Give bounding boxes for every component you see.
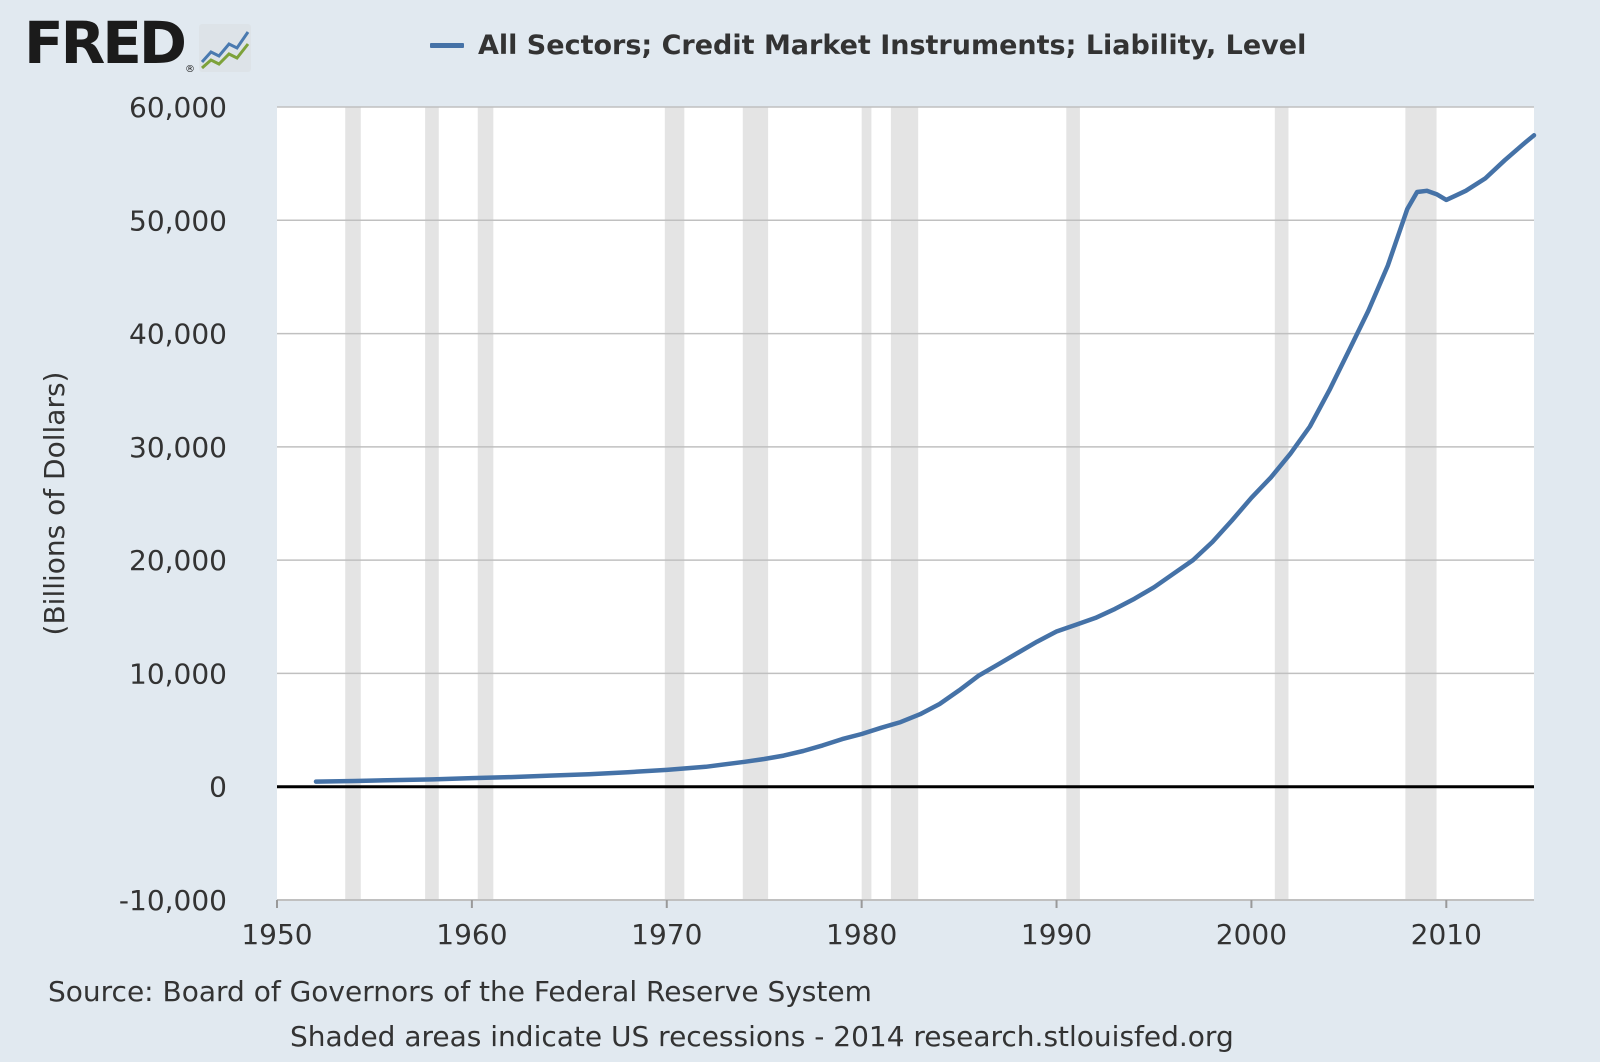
series-layer <box>313 133 1537 784</box>
y-tick-label: 0 <box>209 771 227 804</box>
y-tick-label: 50,000 <box>129 204 227 237</box>
legend-label: All Sectors; Credit Market Instruments; … <box>478 30 1307 61</box>
recession-band <box>1066 107 1080 900</box>
y-axis-title: (Billions of Dollars) <box>38 372 71 636</box>
logo-text: FRED <box>24 9 187 77</box>
y-tick-label: 20,000 <box>129 544 227 577</box>
x-tick-label: 1980 <box>826 918 897 951</box>
recession-band <box>1274 107 1289 900</box>
line-chart-icon <box>199 24 252 76</box>
recession-band <box>425 107 439 900</box>
y-axis-ticks: -10,000 0 10,000 20,000 30,000 40,000 50,000 60… <box>119 91 227 917</box>
series-line <box>313 133 1537 784</box>
recession-note: Shaded areas indicate US recessions - 20… <box>290 1020 1234 1053</box>
recession-band <box>890 107 919 900</box>
recession-band <box>477 107 494 900</box>
x-tick-label: 1970 <box>631 918 702 951</box>
recession-band <box>861 107 872 900</box>
recession-band <box>664 107 685 900</box>
x-tick-label: 1990 <box>1021 918 1092 951</box>
chart-legend: All Sectors; Credit Market Instruments; … <box>430 30 1306 61</box>
recession-band <box>1405 107 1437 900</box>
x-tick-label: 2000 <box>1216 918 1287 951</box>
y-tick-label: 10,000 <box>129 657 227 690</box>
recession-band <box>742 107 769 900</box>
legend-swatch <box>430 43 464 48</box>
y-tick-label: 60,000 <box>129 91 227 124</box>
registered-mark: ® <box>185 64 196 75</box>
x-tick-label: 1950 <box>241 918 312 951</box>
fred-logo[interactable]: FRED ® <box>24 9 252 77</box>
x-axis-ticks: 1950 1960 1970 1980 1990 2000 2010 <box>241 899 1534 951</box>
y-tick-label: -10,000 <box>119 884 227 917</box>
recession-band <box>345 107 361 900</box>
x-tick-label: 1960 <box>436 918 507 951</box>
recession-bands <box>345 107 1437 900</box>
y-tick-label: 40,000 <box>129 318 227 351</box>
x-tick-label: 2010 <box>1411 918 1482 951</box>
source-note: Source: Board of Governors of the Federa… <box>48 975 872 1008</box>
y-tick-label: 30,000 <box>129 431 227 464</box>
